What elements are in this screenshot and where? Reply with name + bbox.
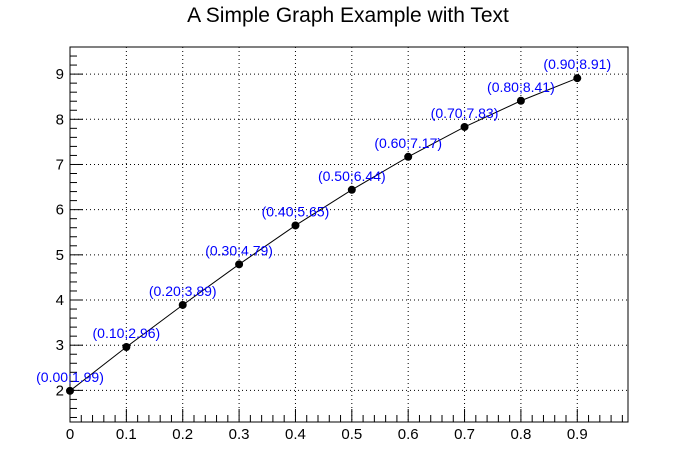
data-point-label: (0.50;6.44)	[318, 168, 386, 184]
y-tick-label: 7	[56, 156, 64, 173]
x-tick-label: 0.7	[454, 426, 475, 443]
data-point-marker	[516, 96, 525, 105]
data-point-label: (0.90;8.91)	[543, 56, 611, 72]
y-tick-label: 9	[56, 66, 64, 83]
plot-frame	[69, 46, 629, 423]
data-point-marker	[66, 386, 74, 395]
data-point-marker	[573, 74, 582, 83]
data-point-marker	[122, 343, 131, 351]
data-point-label: (0.40;5.65)	[262, 203, 330, 219]
y-tick-label: 3	[56, 337, 64, 354]
y-tick-label: 2	[56, 382, 64, 399]
x-tick-label: 0.6	[398, 426, 419, 443]
x-tick-label: 0.8	[510, 426, 531, 443]
x-tick-label: 0	[66, 426, 74, 443]
data-point-marker	[235, 260, 244, 269]
x-tick-label: 0.1	[116, 426, 137, 443]
x-tick-label: 0.3	[229, 426, 250, 443]
data-point-label: (0.20;3.89)	[149, 283, 217, 299]
x-tick-label: 0.9	[567, 426, 588, 443]
x-tick-label: 0.4	[285, 426, 306, 443]
data-line	[69, 77, 578, 392]
x-tick-label: 0.5	[341, 426, 362, 443]
data-point-label: (0.00;1.99)	[36, 369, 104, 385]
data-point-label: (0.80;8.41)	[487, 79, 555, 95]
data-point-label: (0.30;4.79)	[205, 242, 273, 258]
y-tick-label: 5	[56, 247, 64, 264]
data-point-marker	[347, 185, 356, 194]
x-tick-label: 0.2	[172, 426, 193, 443]
data-point-marker	[460, 122, 469, 131]
y-tick-label: 6	[56, 202, 64, 219]
data-point-marker	[178, 300, 187, 309]
y-tick-label: 4	[56, 292, 64, 309]
data-point-label: (0.60;7.17)	[374, 135, 442, 151]
data-point-label: (0.70;7.83)	[431, 105, 499, 121]
data-point-marker	[404, 152, 413, 161]
data-point-label: (0.10;2.96)	[93, 325, 161, 341]
chart-title: A Simple Graph Example with Text	[187, 4, 509, 27]
y-tick-label: 8	[56, 111, 64, 128]
data-point-marker	[291, 221, 300, 230]
